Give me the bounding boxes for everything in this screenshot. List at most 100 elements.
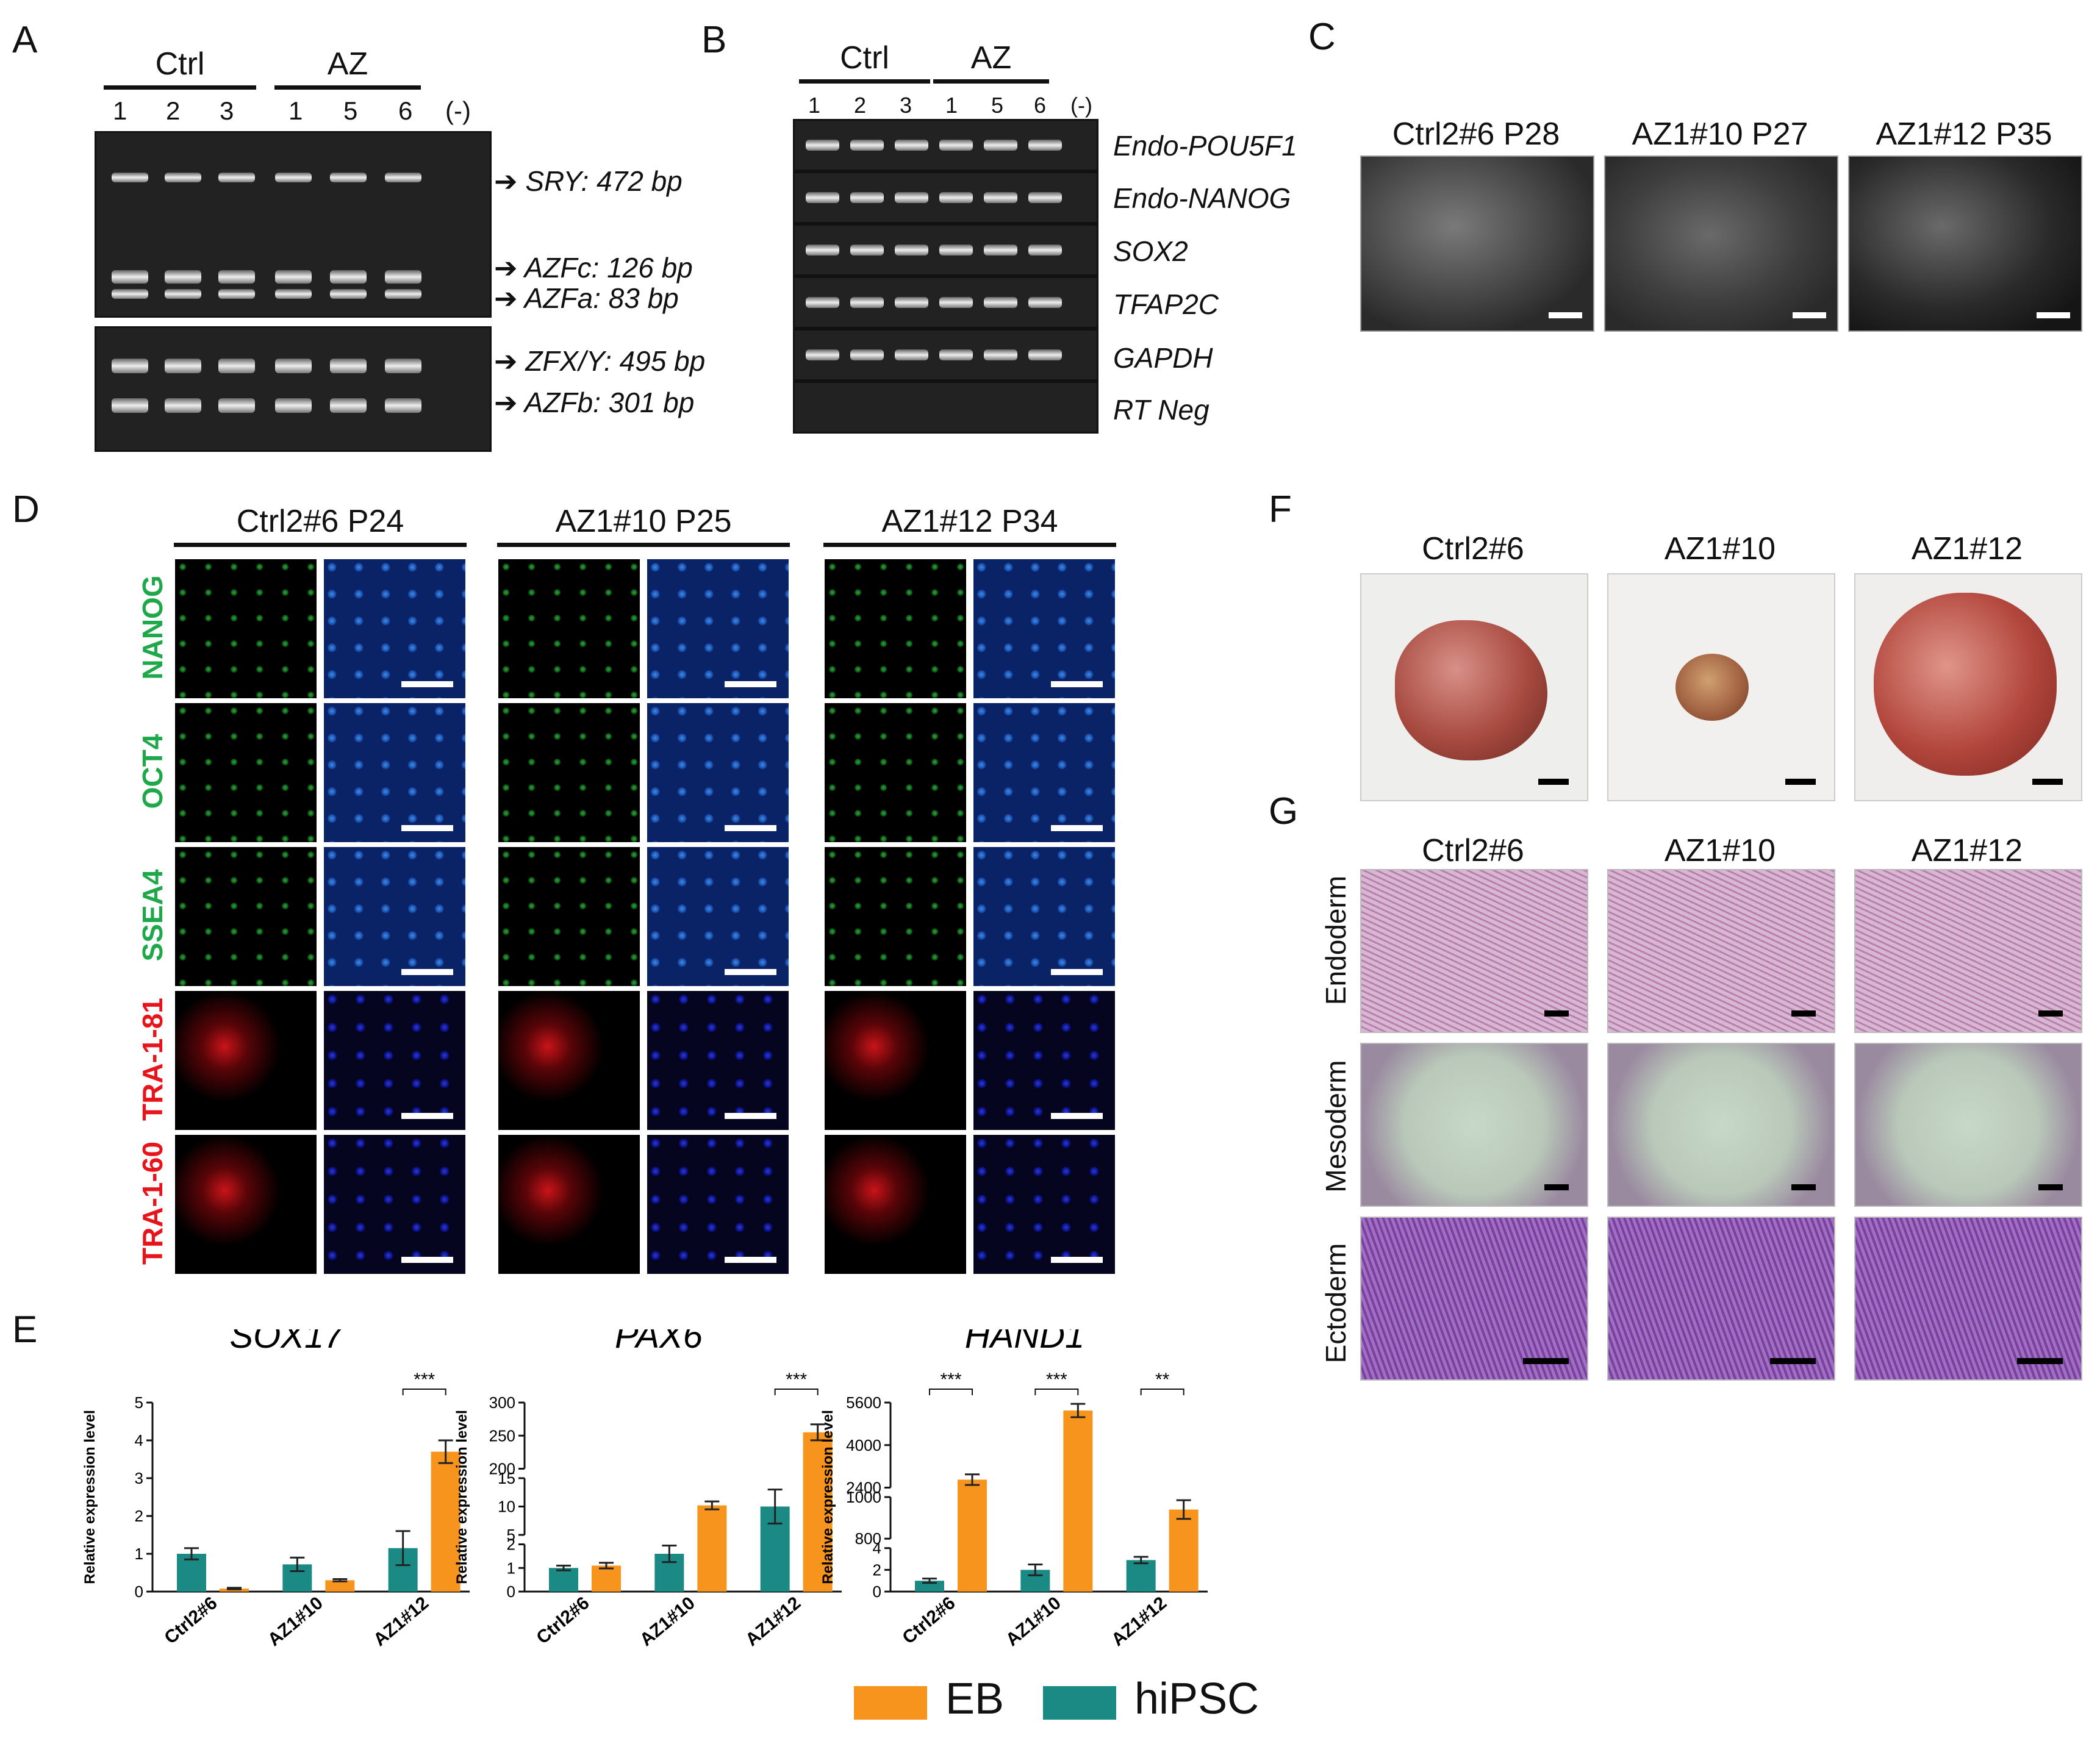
y-tick-label: 0 (135, 1582, 143, 1601)
gene-label: Endo-POU5F1 (1113, 130, 1297, 162)
merged-channel-image (972, 846, 1116, 987)
legend-label-hipsc: hiPSC (1134, 1675, 1260, 1723)
marker-channel-image (497, 702, 641, 843)
marker-channel-image (823, 1134, 967, 1275)
teratoma-photo (1360, 573, 1588, 801)
bar-eb (697, 1505, 727, 1592)
marker-channel-image (174, 846, 318, 987)
y-tick-label: 2 (507, 1535, 515, 1554)
x-tick-label: AZ1#12 (370, 1593, 432, 1646)
colony-image (1848, 156, 2082, 332)
x-tick-label: AZ1#10 (1002, 1593, 1065, 1646)
x-tick-label: AZ1#10 (636, 1593, 699, 1646)
histology-image (1854, 869, 2082, 1033)
lane-label: 1 (288, 96, 303, 125)
panel-g-title: AZ1#10 (1664, 833, 1776, 868)
marker-channel-image (823, 990, 967, 1131)
legend-swatch-hipsc (1043, 1686, 1116, 1720)
group-az-b: AZ (970, 40, 1012, 76)
marker-label: NANOG (137, 575, 168, 680)
y-tick-label: 300 (489, 1393, 515, 1412)
lane-label: (-) (445, 96, 471, 125)
germ-layer-label: Ectoderm (1320, 1243, 1352, 1364)
marker-channel-image (823, 702, 967, 843)
lane-label: 3 (900, 93, 912, 118)
bar-hipsc (549, 1568, 578, 1592)
y-tick-label: 4 (873, 1539, 881, 1557)
lane-label: 3 (220, 96, 234, 125)
significance-bracket (1140, 1389, 1184, 1395)
x-tick-label: Ctrl2#6 (160, 1593, 221, 1646)
band-annotation: ➔ AZFb: 301 bp (494, 387, 695, 418)
germ-layer-label: Endoderm (1320, 875, 1352, 1006)
gel-strip (793, 329, 1098, 381)
group-bar (274, 85, 421, 90)
panel-c-title: Ctrl2#6 P28 (1392, 116, 1560, 152)
y-tick-label: 5600 (846, 1393, 881, 1412)
y-axis-label: Relative expression level (820, 1410, 836, 1584)
histology-image (1360, 1217, 1588, 1381)
bar-eb (431, 1451, 460, 1592)
y-tick-label: 5 (135, 1393, 143, 1412)
y-tick-label: 4 (135, 1431, 143, 1450)
y-tick-label: 5 (507, 1526, 515, 1544)
significance-label: *** (1046, 1370, 1067, 1390)
marker-channel-image (174, 990, 318, 1131)
histology-image (1854, 1217, 2082, 1381)
gene-label: SOX2 (1113, 235, 1188, 267)
merged-channel-image (323, 1134, 467, 1275)
panel-label-d: D (12, 488, 40, 531)
panel-d-title: Ctrl2#6 P24 (236, 504, 404, 539)
merged-channel-image (323, 990, 467, 1131)
merged-channel-image (646, 846, 790, 987)
bar-eb (1063, 1410, 1093, 1592)
y-tick-label: 4000 (846, 1436, 881, 1454)
gel-image-b (793, 119, 1098, 436)
histology-image (1607, 1217, 1835, 1381)
panel-label-f: F (1269, 488, 1292, 531)
legend-swatch-eb (854, 1686, 927, 1720)
colony-image (1604, 156, 1838, 332)
panel-label-c: C (1308, 16, 1336, 58)
histology-image (1360, 869, 1588, 1033)
significance-label: *** (414, 1370, 435, 1390)
panel-label-e: E (12, 1309, 38, 1351)
merged-channel-image (972, 990, 1116, 1131)
y-tick-label: 2 (873, 1560, 881, 1579)
chart-title: SOX17 (230, 1329, 346, 1356)
panel-f-title: AZ1#10 (1664, 531, 1776, 567)
gel-strip (793, 224, 1098, 276)
lane-label: 1 (808, 93, 821, 118)
y-axis-label: Relative expression level (454, 1410, 470, 1584)
lane-label: (-) (1070, 93, 1092, 118)
merged-channel-image (972, 1134, 1116, 1275)
gel-strip (793, 381, 1098, 434)
gene-label: RT Neg (1113, 394, 1209, 426)
y-tick-label: 0 (873, 1582, 881, 1601)
gel-image-a-bottom (95, 326, 492, 452)
panel-g-title: Ctrl2#6 (1422, 833, 1524, 868)
x-tick-label: AZ1#12 (742, 1593, 805, 1646)
marker-channel-image (174, 1134, 318, 1275)
group-bar (104, 85, 256, 90)
panel-label-b: B (701, 19, 727, 61)
bar-hipsc (1126, 1560, 1156, 1592)
panel-c-title: AZ1#12 P35 (1876, 116, 2052, 152)
y-tick-label: 3 (135, 1469, 143, 1487)
histology-image (1360, 1043, 1588, 1207)
significance-label: *** (940, 1370, 961, 1390)
panel-d-title: AZ1#10 P25 (555, 504, 732, 539)
merged-channel-image (646, 1134, 790, 1275)
x-tick-label: AZ1#10 (264, 1593, 327, 1646)
x-tick-label: Ctrl2#6 (898, 1593, 959, 1646)
merged-channel-image (323, 558, 467, 699)
y-tick-label: 200 (489, 1460, 515, 1478)
y-tick-label: 10 (498, 1498, 515, 1516)
significance-label: ** (1155, 1370, 1170, 1390)
marker-channel-image (823, 558, 967, 699)
gene-label: TFAP2C (1113, 288, 1219, 320)
merged-channel-image (323, 846, 467, 987)
gel-image-a-top (95, 131, 492, 318)
y-tick-label: 2 (135, 1507, 143, 1525)
y-axis-label: Relative expression level (82, 1410, 98, 1584)
